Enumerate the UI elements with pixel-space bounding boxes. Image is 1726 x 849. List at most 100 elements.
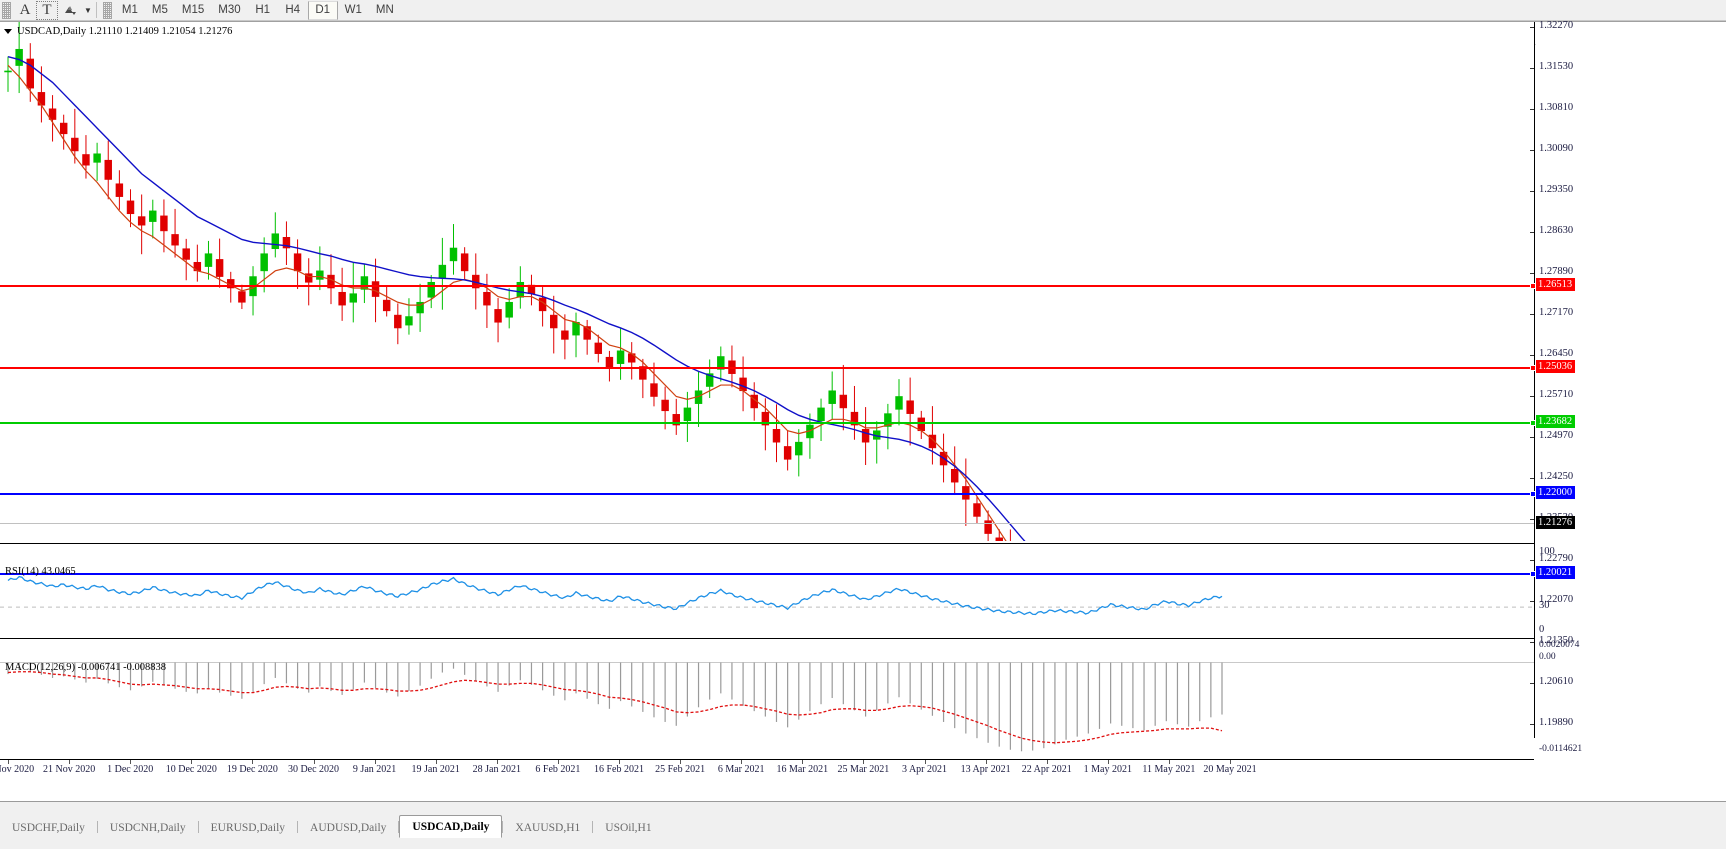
time-axis-label: 19 Jan 2021 [411,764,460,775]
candle-body [282,237,291,249]
price-axis-label: 1.30090 [1539,143,1574,154]
rsi-pane-title: RSI(14) 43.0465 [5,566,76,577]
rsi-pane[interactable] [0,543,1534,636]
candle-body [594,342,603,354]
candle-body [895,396,903,410]
rsi-chart-canvas[interactable] [0,544,1534,636]
candle-body [405,316,413,326]
timeframe-button-m30[interactable]: M30 [218,4,241,16]
current-price-line [0,523,1534,524]
timeframe-button-m15[interactable]: M15 [181,4,205,16]
timeframe-button-h4[interactable]: H4 [285,4,301,16]
chart-tab-bar: USDCHF,Daily USDCNH,Daily EURUSD,Daily AUDU… [0,801,1726,849]
tab-divider [592,821,594,833]
price-axis-label: 1.27890 [1539,266,1574,277]
price-axis-label: 1.25710 [1539,389,1574,400]
time-axis-tick [374,760,376,764]
timeframe-button-h1[interactable]: H1 [255,4,271,16]
support-blue-1-line[interactable] [0,491,1536,497]
macd-pane[interactable] [0,638,1534,759]
support-blue-1-drag-handle[interactable] [1530,491,1536,497]
resistance-1-line[interactable] [0,283,1536,289]
candle-body [182,248,190,260]
time-axis-label: 19 Dec 2020 [226,764,278,775]
candle-body [616,350,625,364]
time-axis-label: 12 Nov 2020 [0,764,35,775]
candle-body [137,216,146,226]
price-axis-tick [1530,314,1534,315]
candle-body [26,58,34,89]
candle-body [304,273,313,283]
timeframe-button-mn[interactable]: MN [375,4,394,16]
support-green-drag-handle[interactable] [1530,420,1536,426]
candle-body [917,417,926,432]
candle-body [104,159,112,180]
candle-body [572,321,580,336]
macd-signal-line [7,671,1223,744]
time-axis-tick [1230,760,1231,764]
resistance-1-drag-handle[interactable] [1530,283,1536,289]
time-axis-tick [802,760,804,764]
time-axis-label: 6 Mar 2021 [717,764,765,775]
time-axis-label: 21 Nov 2020 [42,764,96,775]
time-axis-tick [130,760,132,764]
timeframe-button-m1[interactable]: M1 [121,4,138,16]
candle-body [739,377,747,392]
chart-symbol-header: USDCAD,Daily 1.21110 1.21409 1.21054 1.2… [4,26,232,37]
price-pane[interactable] [0,22,1534,541]
timeframe-button-d1[interactable]: D1 [307,0,338,20]
candle-body [828,390,836,404]
tab-divider [197,821,199,833]
price-axis-label: 1.28630 [1539,225,1574,236]
support-blue-1-price-badge: 1.22000 [1536,486,1576,499]
time-axis-label: 22 Apr 2021 [1021,764,1072,775]
text-label-tool-icon[interactable]: T [36,0,58,20]
time-axis-tick [863,760,865,764]
timeframe-button-m5[interactable]: M5 [151,4,168,16]
time-axis-tick [496,760,498,764]
chart-menu-triangle-icon[interactable] [4,29,12,34]
candle-body [460,253,469,272]
toolbar-drag-handle[interactable] [2,1,11,19]
chart-tab-usdcnh-daily[interactable]: USDCNH,Daily [109,821,186,834]
price-axis-label: 1.30810 [1539,102,1574,113]
support-green-line[interactable] [0,420,1536,426]
candle-body [271,233,280,250]
chart-tab-usdchf-daily[interactable]: USDCHF,Daily [12,821,85,834]
chart-tab-usoil-h1[interactable]: USOil,H1 [605,821,652,834]
timeframe-drag-handle[interactable] [102,1,112,19]
candle-body [93,153,101,163]
support-blue-2-line[interactable] [0,571,1536,577]
candle-body [850,411,859,426]
tab-divider [502,821,504,833]
text-tool-icon[interactable]: A [19,1,31,18]
resistance-2-drag-handle[interactable] [1530,365,1536,371]
price-axis-tick [1530,724,1534,725]
candle-body [839,394,848,409]
candle-body [505,301,513,318]
candle-body [783,446,792,460]
time-axis-tick [69,760,71,764]
price-axis-label: 1.24250 [1539,471,1574,482]
objects-list-icon[interactable] [58,1,83,20]
candle-body [238,291,246,303]
resistance-2-line[interactable] [0,365,1536,371]
price-chart-canvas[interactable] [0,22,1534,541]
time-axis-label: 28 Jan 2021 [472,764,521,775]
macd-axis-label: -0.0114621 [1539,744,1583,754]
chart-tab-xauusd-h1[interactable]: XAUUSD,H1 [515,821,581,834]
moving-average-fast-line [7,64,1007,541]
macd-chart-canvas[interactable] [0,639,1534,759]
support-blue-2-drag-handle[interactable] [1530,571,1536,577]
price-axis-label: 1.20610 [1539,676,1574,687]
price-axis-label: 1.22070 [1539,594,1574,605]
chart-tab-audusd-daily[interactable]: AUDUSD,Daily [310,821,387,834]
support-green-price-badge: 1.23682 [1536,415,1576,428]
candle-body [705,373,714,387]
price-axis-tick [1530,683,1534,684]
chart-area[interactable]: USDCAD,Daily 1.21110 1.21409 1.21054 1.2… [0,20,1726,801]
objects-dropdown-chevron-down-icon[interactable]: ▼ [84,5,92,15]
timeframe-button-w1[interactable]: W1 [344,4,362,16]
chart-tab-eurusd-daily[interactable]: EURUSD,Daily [210,821,286,834]
chart-tab-usdcad-daily[interactable]: USDCAD,Daily [399,815,503,838]
